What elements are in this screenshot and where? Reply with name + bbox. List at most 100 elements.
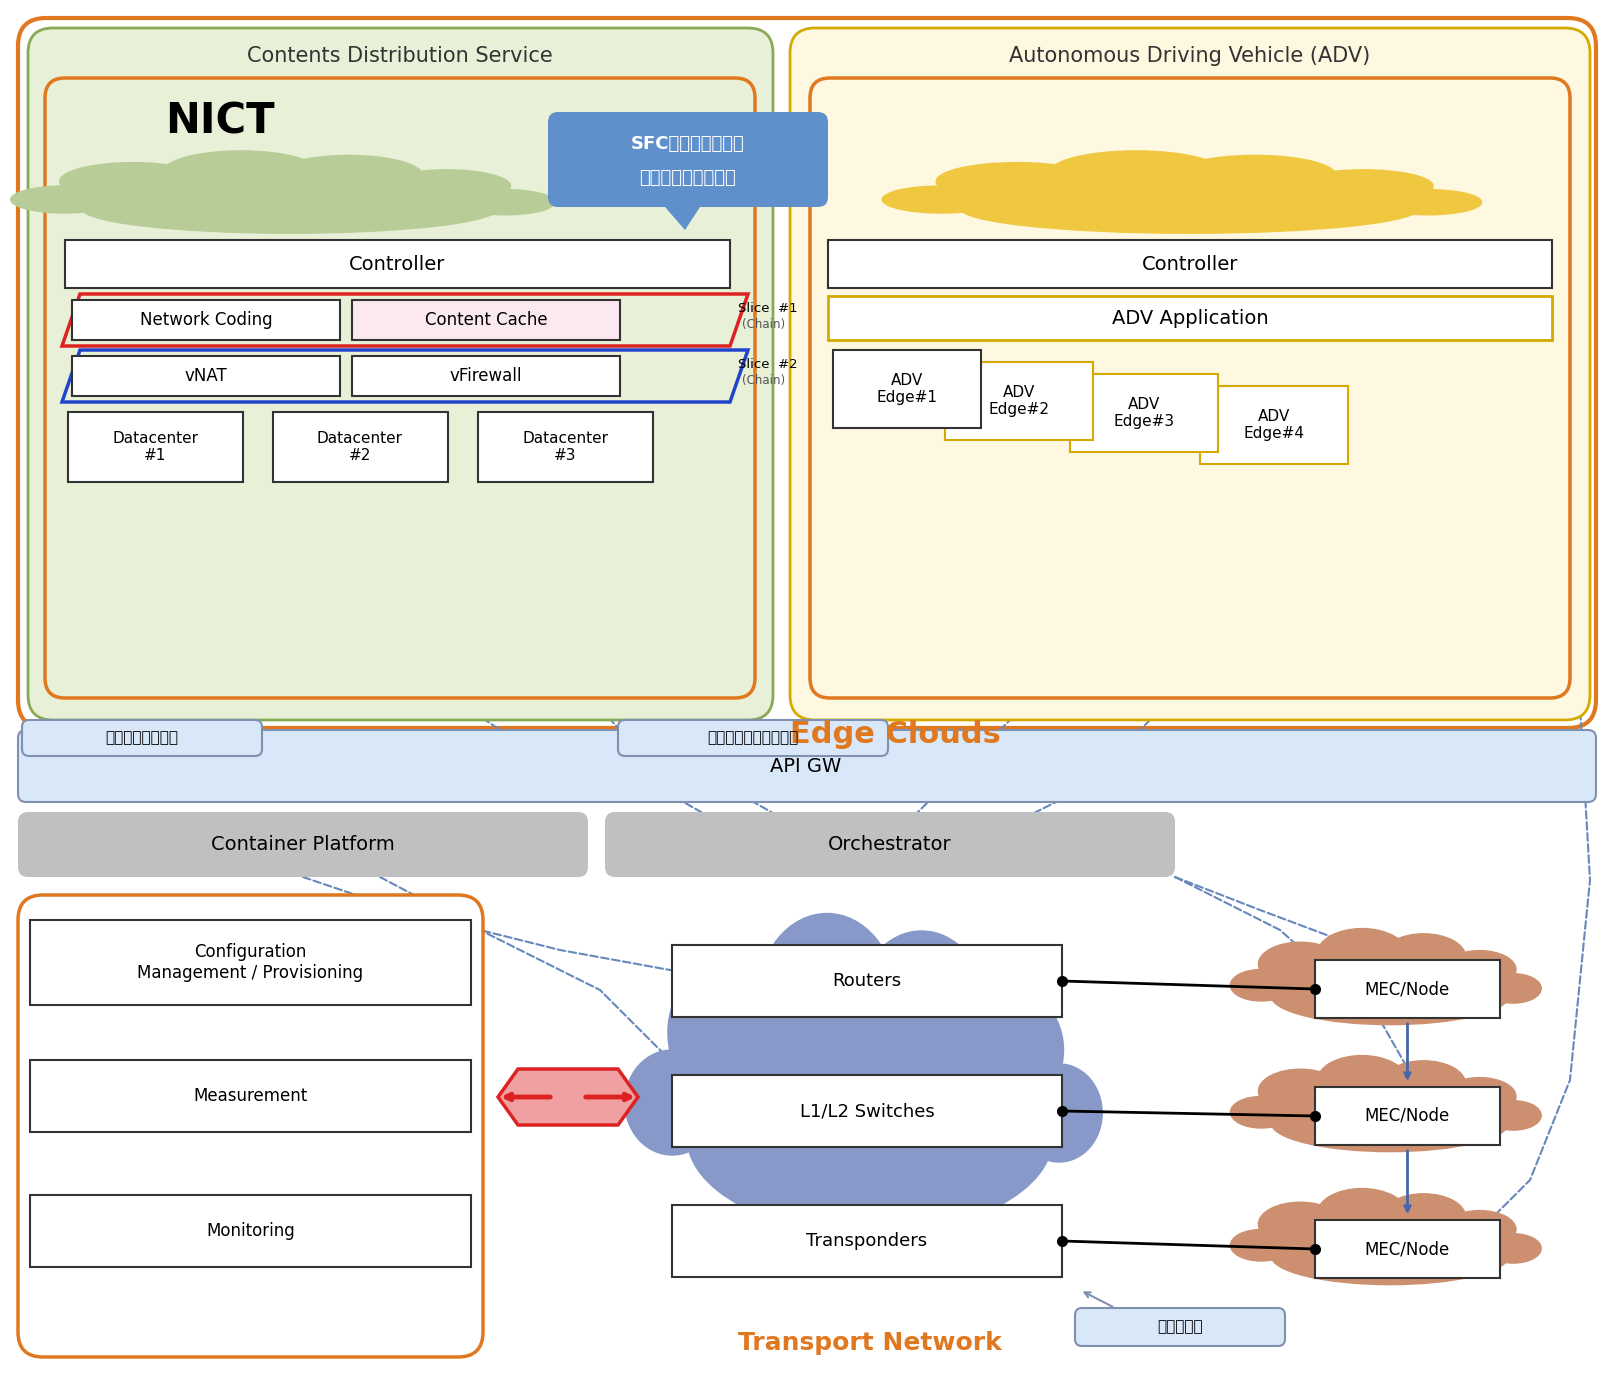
Text: SFC自動制御技術に: SFC自動制御技術に xyxy=(631,135,745,153)
Text: Datacenter
#1: Datacenter #1 xyxy=(111,431,198,464)
Bar xyxy=(31,920,471,1005)
Bar xyxy=(673,945,1061,1017)
Text: Datacenter
#3: Datacenter #3 xyxy=(523,431,608,464)
FancyBboxPatch shape xyxy=(1074,1308,1286,1346)
Text: Slice  #2: Slice #2 xyxy=(739,357,797,371)
Text: よりスライスを構築: よりスライスを構築 xyxy=(640,168,737,188)
Bar xyxy=(73,356,340,396)
Ellipse shape xyxy=(1292,170,1432,203)
Text: Controller: Controller xyxy=(348,254,445,273)
Ellipse shape xyxy=(1271,1227,1510,1285)
Text: Routers: Routers xyxy=(832,972,902,989)
Text: Content Cache: Content Cache xyxy=(424,310,547,328)
Ellipse shape xyxy=(1486,974,1540,1003)
Text: (Chain): (Chain) xyxy=(742,374,786,386)
FancyBboxPatch shape xyxy=(618,720,889,756)
FancyBboxPatch shape xyxy=(18,896,482,1357)
Ellipse shape xyxy=(1271,1094,1510,1152)
Ellipse shape xyxy=(384,170,510,203)
Text: Measurement: Measurement xyxy=(194,1087,308,1105)
Ellipse shape xyxy=(1258,1070,1342,1114)
Text: Contents Distribution Service: Contents Distribution Service xyxy=(247,46,553,66)
Text: Transport Network: Transport Network xyxy=(739,1330,1002,1355)
Text: vFirewall: vFirewall xyxy=(450,367,523,385)
Text: Monitoring: Monitoring xyxy=(206,1223,295,1241)
Text: 仮想機器自動制御: 仮想機器自動制御 xyxy=(105,730,179,745)
Bar xyxy=(827,240,1552,288)
Text: ADV
Edge#3: ADV Edge#3 xyxy=(1113,397,1174,429)
Ellipse shape xyxy=(687,1042,1053,1234)
Text: Slice  #1: Slice #1 xyxy=(739,302,797,315)
Bar xyxy=(68,413,244,482)
Ellipse shape xyxy=(1444,1078,1516,1115)
Ellipse shape xyxy=(60,163,206,200)
Bar xyxy=(673,1075,1061,1147)
Bar xyxy=(827,295,1552,339)
Ellipse shape xyxy=(952,987,1063,1114)
Ellipse shape xyxy=(1258,1202,1342,1246)
Ellipse shape xyxy=(1444,1210,1516,1249)
Ellipse shape xyxy=(668,959,797,1105)
FancyBboxPatch shape xyxy=(45,79,755,698)
Ellipse shape xyxy=(1271,967,1510,1024)
FancyBboxPatch shape xyxy=(18,811,589,878)
Ellipse shape xyxy=(857,932,986,1085)
Bar xyxy=(673,1205,1061,1276)
Ellipse shape xyxy=(1231,1230,1292,1261)
Bar xyxy=(73,299,340,339)
Bar xyxy=(352,299,619,339)
Bar xyxy=(945,362,1094,440)
Text: Edge Clouds: Edge Clouds xyxy=(789,720,1000,749)
Text: MEC/Node: MEC/Node xyxy=(1365,980,1450,998)
Ellipse shape xyxy=(82,184,498,233)
Ellipse shape xyxy=(624,1050,719,1155)
Text: Container Platform: Container Platform xyxy=(211,835,395,853)
Text: Transponders: Transponders xyxy=(806,1232,927,1250)
FancyBboxPatch shape xyxy=(790,28,1590,720)
Text: MEC/Node: MEC/Node xyxy=(1365,1241,1450,1259)
Bar xyxy=(31,1060,471,1132)
Text: L1/L2 Switches: L1/L2 Switches xyxy=(800,1103,934,1121)
Ellipse shape xyxy=(1382,1194,1466,1241)
Text: ADV
Edge#2: ADV Edge#2 xyxy=(989,385,1050,417)
FancyBboxPatch shape xyxy=(605,811,1174,878)
Text: (Chain): (Chain) xyxy=(742,317,786,331)
FancyBboxPatch shape xyxy=(548,112,827,207)
Polygon shape xyxy=(498,1070,639,1125)
Bar xyxy=(31,1195,471,1267)
Ellipse shape xyxy=(936,163,1098,200)
Text: vNAT: vNAT xyxy=(184,367,227,385)
Ellipse shape xyxy=(1486,1234,1540,1263)
Bar xyxy=(477,413,653,482)
Ellipse shape xyxy=(1318,1188,1407,1239)
Ellipse shape xyxy=(758,914,895,1082)
Ellipse shape xyxy=(1258,943,1342,987)
Ellipse shape xyxy=(960,184,1419,233)
Bar xyxy=(1200,386,1348,464)
Ellipse shape xyxy=(1231,970,1292,1000)
Ellipse shape xyxy=(1016,1064,1102,1162)
Text: Orchestrator: Orchestrator xyxy=(827,835,952,853)
Ellipse shape xyxy=(163,150,319,195)
Ellipse shape xyxy=(276,156,423,195)
FancyBboxPatch shape xyxy=(23,720,261,756)
Text: ADV
Edge#4: ADV Edge#4 xyxy=(1244,408,1305,442)
Text: Network Coding: Network Coding xyxy=(140,310,273,328)
Ellipse shape xyxy=(456,189,555,215)
Text: ADV
Edge#1: ADV Edge#1 xyxy=(876,373,937,406)
Bar xyxy=(1315,1087,1500,1145)
Text: ADV Application: ADV Application xyxy=(1111,309,1268,327)
Bar xyxy=(65,240,731,288)
Text: Datacenter
#2: Datacenter #2 xyxy=(318,431,403,464)
Ellipse shape xyxy=(1382,1061,1466,1107)
Ellipse shape xyxy=(1318,1056,1407,1105)
Ellipse shape xyxy=(1486,1101,1540,1130)
Ellipse shape xyxy=(1382,934,1466,980)
Text: Controller: Controller xyxy=(1142,254,1239,273)
Ellipse shape xyxy=(882,186,1002,213)
Ellipse shape xyxy=(1174,156,1336,195)
Bar xyxy=(1315,1220,1500,1278)
FancyBboxPatch shape xyxy=(18,730,1595,802)
Text: API GW: API GW xyxy=(771,756,842,776)
FancyBboxPatch shape xyxy=(810,79,1569,698)
